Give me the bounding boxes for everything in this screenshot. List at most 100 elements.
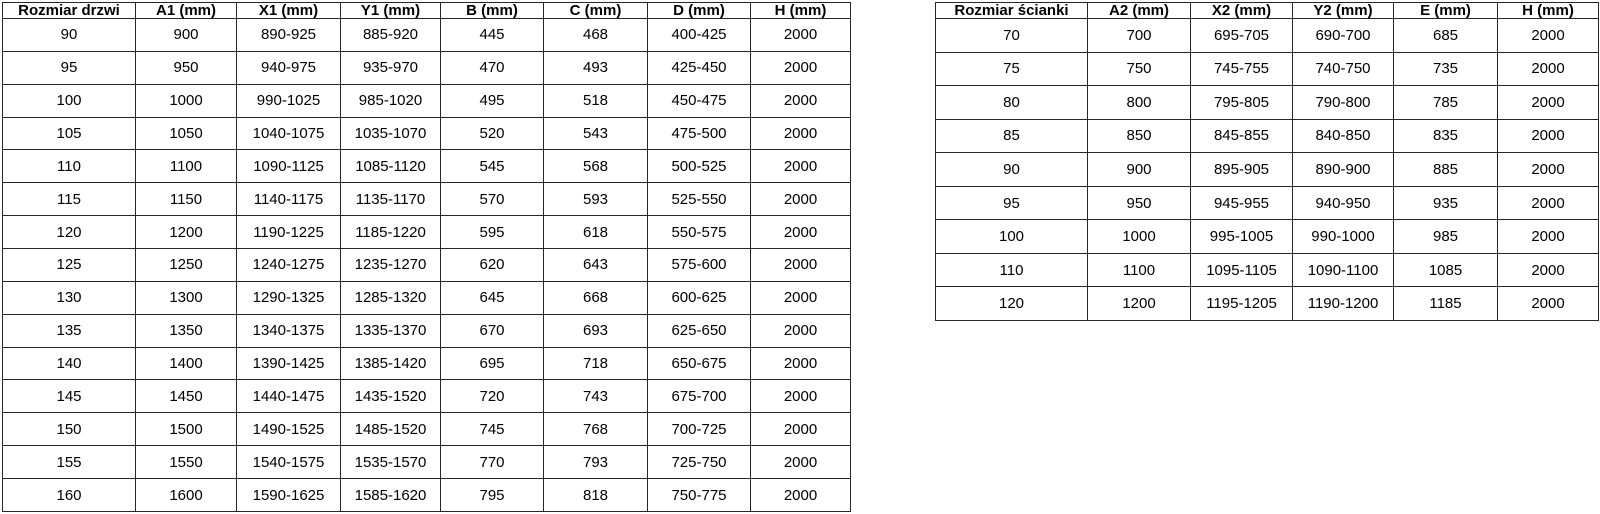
table-cell: 2000	[750, 412, 851, 447]
table-cell: 2000	[750, 248, 851, 282]
table-cell: 745-755	[1190, 51, 1293, 87]
table-cell: 2000	[750, 379, 851, 414]
table-row: 140 1400 1390-1425 1385-1420 695 718 650-675 20…	[2, 346, 851, 381]
table-cell: 1540-1575	[236, 445, 341, 480]
table-row: 95 950 940-975 935-970 470 493 425-450 2000	[2, 50, 851, 85]
table-cell: 995-1005	[1190, 219, 1293, 254]
table-row: 150 1500 1490-1525 1485-1520 745 768 700-725 20…	[2, 412, 851, 447]
column-header: A2 (mm)	[1087, 2, 1191, 19]
table-cell: 493	[543, 50, 648, 85]
table-cell: 1195-1205	[1190, 286, 1293, 321]
table-cell: 940-975	[236, 50, 341, 85]
table-cell: 885-920	[340, 18, 441, 52]
table-cell: 425-450	[647, 50, 751, 85]
table-cell: 1285-1320	[340, 280, 441, 315]
column-header: H (mm)	[750, 2, 851, 19]
table-row: 120 1200 1195-1205 1190-1200 1185 2000	[935, 286, 1599, 321]
table-cell: 595	[440, 215, 544, 250]
table-cell: 2000	[750, 215, 851, 250]
column-header: Rozmiar drzwi	[2, 2, 136, 19]
table-cell: 155	[2, 445, 136, 480]
table-cell: 1600	[135, 478, 237, 512]
table-cell: 1190-1200	[1292, 286, 1394, 321]
table-cell: 625-650	[647, 313, 751, 348]
table-row: 110 1100 1095-1105 1090-1100 1085 2000	[935, 252, 1599, 288]
table-cell: 1135-1170	[340, 182, 441, 217]
table-cell: 725-750	[647, 445, 751, 480]
table-cell: 130	[2, 280, 136, 315]
table-cell: 2000	[750, 346, 851, 381]
table-cell: 2000	[750, 83, 851, 118]
table-row: 155 1550 1540-1575 1535-1570 770 793 725-750 20…	[2, 445, 851, 480]
table-row: 100 1000 990-1025 985-1020 495 518 450-475 2000	[2, 83, 851, 118]
table-cell: 668	[543, 280, 648, 315]
table-cell: 2000	[1497, 51, 1599, 87]
table-cell: 575-600	[647, 248, 751, 282]
table-cell: 693	[543, 313, 648, 348]
table-cell: 90	[2, 18, 136, 52]
table-cell: 1085	[1393, 252, 1498, 288]
table-row: 105 1050 1040-1075 1035-1070 520 543 475-500 20…	[2, 116, 851, 151]
table-cell: 835	[1393, 118, 1498, 154]
table-cell: 1290-1325	[236, 280, 341, 315]
table-cell: 525-550	[647, 182, 751, 217]
table-cell: 1435-1520	[340, 379, 441, 414]
table-cell: 850	[1087, 118, 1191, 154]
table-cell: 1040-1075	[236, 116, 341, 151]
table-cell: 1535-1570	[340, 445, 441, 480]
column-header: X1 (mm)	[236, 2, 341, 19]
table-cell: 618	[543, 215, 648, 250]
table-row: 95 950 945-955 940-950 935 2000	[935, 185, 1599, 221]
table-cell: 985-1020	[340, 83, 441, 118]
table-cell: 475-500	[647, 116, 751, 151]
table-cell: 990-1000	[1292, 219, 1394, 254]
table-cell: 945-955	[1190, 185, 1293, 221]
table-cell: 1000	[1087, 219, 1191, 254]
table-cell: 2000	[750, 50, 851, 85]
table-cell: 1485-1520	[340, 412, 441, 447]
table-cell: 1200	[1087, 286, 1191, 321]
table-cell: 675-700	[647, 379, 751, 414]
table-cell: 690-700	[1292, 18, 1394, 53]
table-cell: 990-1025	[236, 83, 341, 118]
table-cell: 685	[1393, 18, 1498, 53]
table-cell: 700	[1087, 18, 1191, 53]
table-cell: 1385-1420	[340, 346, 441, 381]
table-cell: 545	[440, 149, 544, 184]
column-header: A1 (mm)	[135, 2, 237, 19]
table-cell: 800	[1087, 85, 1191, 120]
table-row: 120 1200 1190-1225 1185-1220 595 618 550-575 20…	[2, 215, 851, 250]
table-cell: 890-925	[236, 18, 341, 52]
table-row: 100 1000 995-1005 990-1000 985 2000	[935, 219, 1599, 254]
table-cell: 1190-1225	[236, 215, 341, 250]
header-row: Rozmiar drzwi A1 (mm) X1 (mm) Y1 (mm) B (mm)…	[2, 2, 851, 19]
table-cell: 1085-1120	[340, 149, 441, 184]
table-cell: 670	[440, 313, 544, 348]
table-cell: 518	[543, 83, 648, 118]
table-cell: 745	[440, 412, 544, 447]
table-row: 115 1150 1140-1175 1135-1170 570 593 525-550 20…	[2, 182, 851, 217]
table-cell: 1390-1425	[236, 346, 341, 381]
table-row: 135 1350 1340-1375 1335-1370 670 693 625-650 20…	[2, 313, 851, 348]
table-cell: 120	[2, 215, 136, 250]
table-cell: 1035-1070	[340, 116, 441, 151]
column-header: B (mm)	[440, 2, 544, 19]
table-cell: 750-775	[647, 478, 751, 512]
table-cell: 570	[440, 182, 544, 217]
table-cell: 1150	[135, 182, 237, 217]
column-header: X2 (mm)	[1190, 2, 1293, 19]
column-header: E (mm)	[1393, 2, 1498, 19]
table-cell: 2000	[1497, 152, 1599, 187]
table-cell: 2000	[750, 313, 851, 348]
table-cell: 1235-1270	[340, 248, 441, 282]
column-header: Rozmiar ścianki	[935, 2, 1088, 19]
table-cell: 445	[440, 18, 544, 52]
table-cell: 785	[1393, 85, 1498, 120]
table-cell: 818	[543, 478, 648, 512]
table-row: 130 1300 1290-1325 1285-1320 645 668 600-625 20…	[2, 280, 851, 315]
table-cell: 1100	[135, 149, 237, 184]
table-cell: 1090-1100	[1292, 252, 1394, 288]
table-row: 70 700 695-705 690-700 685 2000	[935, 18, 1599, 53]
table-cell: 150	[2, 412, 136, 447]
table-cell: 1440-1475	[236, 379, 341, 414]
